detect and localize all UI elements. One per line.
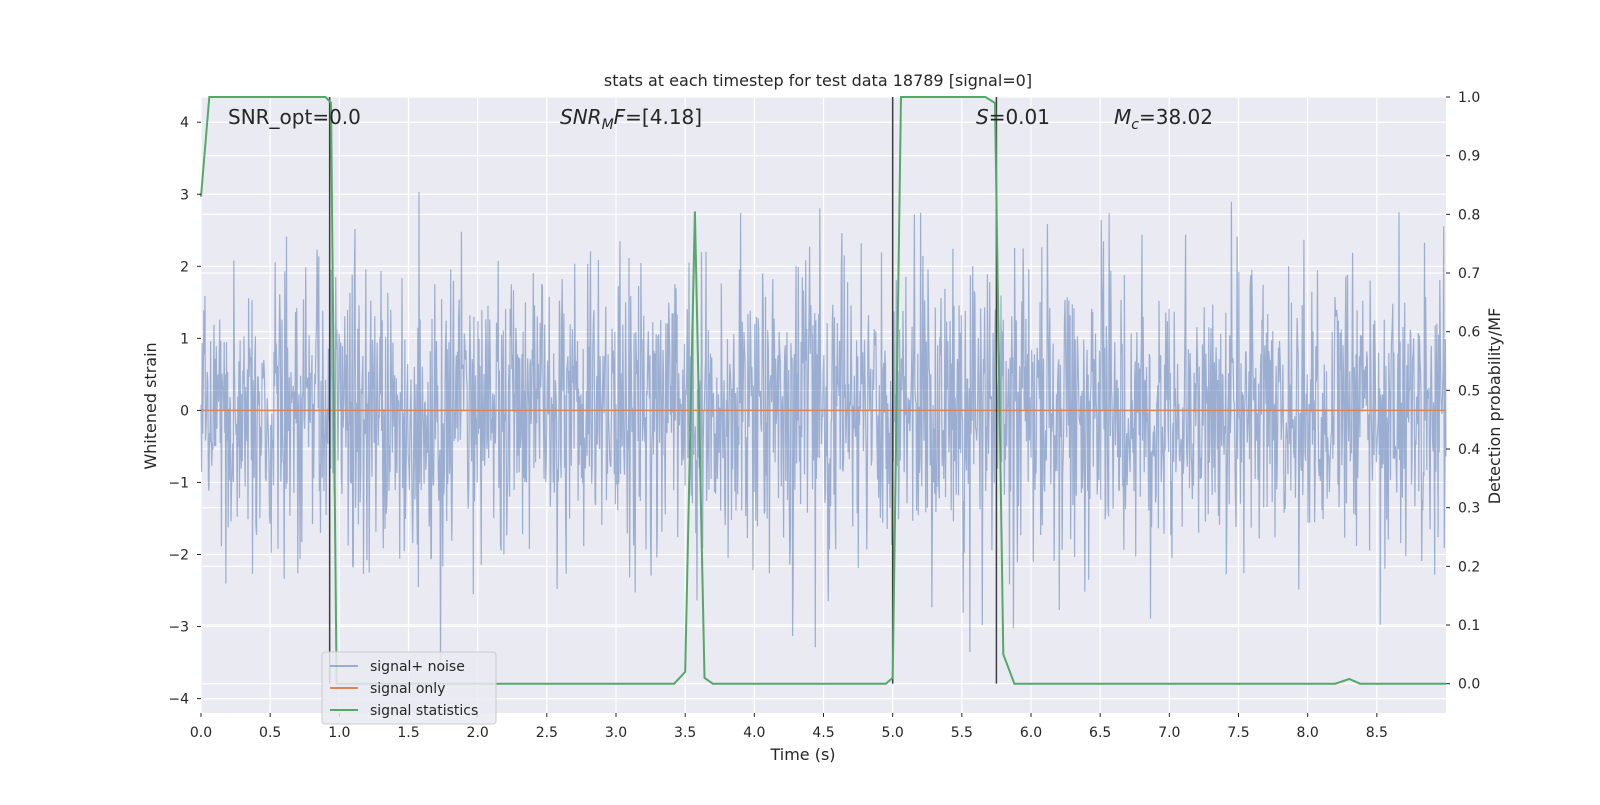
y-right-tick-label: 1.0: [1458, 90, 1480, 106]
x-tick-label: 8.0: [1297, 725, 1319, 741]
y-tick-label: 3: [180, 187, 189, 203]
annotation-snr-opt: SNR_opt=0.0: [228, 105, 361, 129]
y-tick-label: 1: [180, 331, 189, 347]
y-right-tick-label: 0.6: [1458, 325, 1480, 341]
x-axis-label: Time (s): [769, 745, 835, 764]
y-tick-label: −2: [168, 547, 189, 563]
y-tick-label: 2: [180, 259, 189, 275]
legend-label: signal+ noise: [370, 659, 465, 675]
y-right-tick-label: 0.1: [1458, 618, 1480, 634]
y-tick-label: −3: [168, 620, 189, 636]
y-right-tick-label: 0.3: [1458, 501, 1480, 517]
x-tick-label: 1.5: [397, 725, 419, 741]
annotation-snr-mf-value: =[4.18]: [625, 105, 702, 129]
x-tick-label: 3.5: [674, 725, 696, 741]
x-tick-label: 5.5: [951, 725, 973, 741]
x-tick-label: 7.5: [1227, 725, 1249, 741]
annotation-mc-value: =38.02: [1139, 105, 1213, 129]
x-tick-label: 5.0: [882, 725, 904, 741]
y-right-tick-label: 0.2: [1458, 559, 1480, 575]
annotation-s: S=0.01: [976, 105, 1050, 129]
x-tick-label: 6.0: [1020, 725, 1042, 741]
y-right-tick-label: 0.0: [1458, 677, 1480, 693]
y-right-axis-label: Detection probability/MF: [1485, 308, 1504, 505]
x-tick-label: 2.0: [467, 725, 489, 741]
annotation-s-italic: S: [976, 105, 989, 129]
annotation-snr-mf: SNRMF=[4.18]: [560, 105, 702, 133]
y-right-tick-label: 0.8: [1458, 207, 1480, 223]
annotation-s-value: =0.01: [989, 105, 1050, 129]
x-tick-label: 8.5: [1366, 725, 1388, 741]
y-tick-label: −1: [168, 475, 189, 491]
y-right-tick-label: 0.7: [1458, 266, 1480, 282]
y-right-tick-label: 0.9: [1458, 149, 1480, 165]
x-tick-label: 7.0: [1158, 725, 1180, 741]
annotation-mc: Mc=38.02: [1114, 105, 1213, 133]
annotation-snr-mf-italic2: F: [614, 105, 626, 129]
x-tick-label: 1.0: [328, 725, 350, 741]
y-tick-label: 0: [180, 403, 189, 419]
annotation-mc-italic: M: [1114, 105, 1131, 129]
x-tick-label: 6.5: [1089, 725, 1111, 741]
y-axis-ticks: 4 3 2 1 0 −1 −2 −3 −4: [168, 115, 201, 707]
x-tick-label: 4.0: [743, 725, 765, 741]
x-tick-label: 3.0: [605, 725, 627, 741]
x-tick-label: 0.0: [190, 725, 212, 741]
x-tick-label: 4.5: [812, 725, 834, 741]
x-tick-label: 2.5: [536, 725, 558, 741]
legend: signal+ noise signal only signal statistic…: [322, 652, 496, 724]
y-tick-label: 4: [180, 115, 189, 131]
annotation-snr-mf-sub: M: [602, 117, 614, 133]
chart-title: stats at each timestep for test data 187…: [604, 71, 1032, 90]
legend-label: signal only: [370, 681, 445, 697]
y-tick-label: −4: [168, 692, 189, 708]
y-right-tick-label: 0.4: [1458, 442, 1480, 458]
x-tick-label: 0.5: [259, 725, 281, 741]
legend-label: signal statistics: [370, 703, 478, 719]
y-right-axis-ticks: 1.0 0.9 0.8 0.7 0.6 0.5 0.4 0.3 0.2 0.1 0.0: [1446, 90, 1480, 693]
y-axis-label: Whitened strain: [141, 342, 160, 469]
y-right-tick-label: 0.5: [1458, 383, 1480, 399]
annotation-snr-mf-italic: SNR: [560, 105, 602, 129]
